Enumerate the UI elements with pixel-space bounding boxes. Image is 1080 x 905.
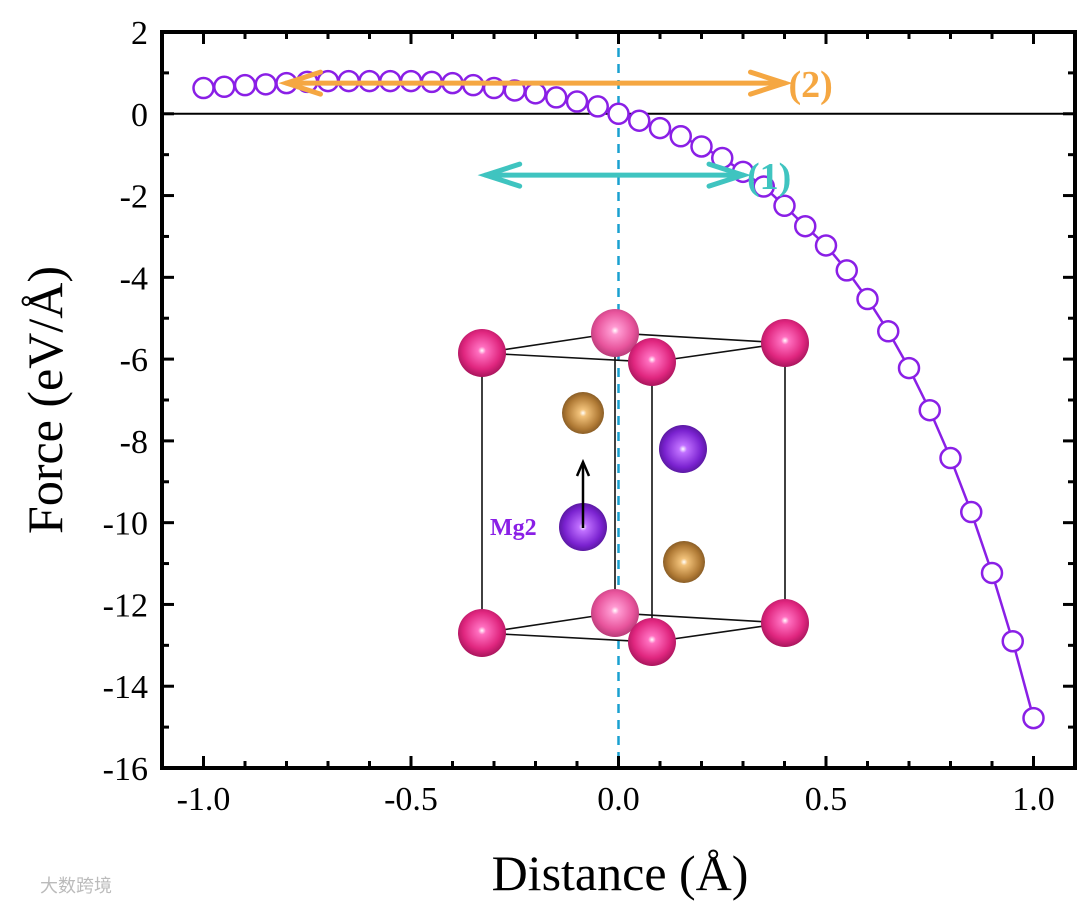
x-tick-label: 0.0 bbox=[597, 781, 640, 818]
data-point bbox=[1022, 706, 1045, 730]
data-point bbox=[752, 175, 775, 198]
y-tick-label: -10 bbox=[103, 506, 148, 543]
x-tick-label: 1.0 bbox=[1012, 781, 1055, 818]
x-tick-label: 0.5 bbox=[805, 781, 848, 818]
atom-brown bbox=[663, 541, 705, 583]
data-point bbox=[254, 73, 277, 96]
y-tick-label: -8 bbox=[120, 424, 148, 461]
data-point bbox=[835, 259, 858, 282]
mg2-label: Mg2 bbox=[490, 515, 537, 541]
data-point bbox=[628, 109, 651, 132]
arrow-head-right bbox=[748, 69, 793, 97]
data-point bbox=[565, 90, 589, 113]
x-tick-label: -0.5 bbox=[384, 781, 438, 818]
crystal-structure-inset: Mg2 bbox=[458, 309, 809, 666]
data-point bbox=[648, 116, 672, 140]
y-tick-label: -12 bbox=[103, 587, 148, 624]
y-tick-label: -4 bbox=[120, 260, 148, 297]
data-point bbox=[669, 125, 692, 148]
atom-pink bbox=[761, 319, 809, 367]
y-axis-label: Force (eV/Å) bbox=[17, 266, 73, 534]
annotation-arrow bbox=[477, 161, 752, 189]
data-point bbox=[586, 95, 609, 118]
arrow-head-right bbox=[706, 161, 752, 189]
data-point bbox=[524, 82, 547, 105]
y-tick-label: 2 bbox=[131, 15, 148, 52]
data-point bbox=[545, 86, 568, 109]
atom-pink bbox=[591, 309, 639, 357]
data-point bbox=[856, 287, 879, 311]
atom-pink bbox=[761, 599, 809, 647]
atom-pink bbox=[458, 609, 506, 657]
annotation-arrow bbox=[278, 69, 793, 97]
x-axis-label: Distance (Å) bbox=[492, 845, 749, 901]
atom-pink bbox=[458, 329, 506, 377]
unit-cell-edges bbox=[481, 332, 786, 643]
y-tick-label: -16 bbox=[103, 751, 148, 788]
y-tick-label: -6 bbox=[120, 342, 148, 379]
atom-brown bbox=[562, 392, 604, 434]
data-point bbox=[794, 214, 817, 238]
data-point bbox=[213, 75, 236, 99]
atom-pink bbox=[628, 618, 676, 666]
data-point bbox=[918, 398, 941, 422]
y-tick-label: 0 bbox=[131, 97, 148, 134]
arrow-head-left bbox=[477, 161, 523, 189]
axes: -1.0 -0.5 0.0 0.5 1.0 2 0 -2 -4 -6 -8 -10 -12 -14 -16 bbox=[103, 15, 1077, 818]
y-tick-label: -14 bbox=[103, 669, 148, 706]
annotation-label: (1) bbox=[747, 156, 791, 198]
data-point bbox=[877, 320, 900, 343]
plot-marks: (2) (1) bbox=[192, 64, 1045, 730]
data-point bbox=[980, 561, 1004, 585]
watermark: 大数跨境 bbox=[40, 876, 112, 897]
data-point bbox=[607, 102, 630, 126]
displacement-arrow bbox=[575, 458, 591, 528]
data-point bbox=[939, 446, 962, 470]
data-point bbox=[690, 135, 713, 158]
annotation-label: (2) bbox=[789, 64, 833, 106]
data-point bbox=[233, 73, 257, 97]
arrow-head-left bbox=[278, 69, 323, 97]
data-point bbox=[960, 500, 983, 524]
data-point bbox=[773, 194, 796, 218]
data-point bbox=[897, 356, 921, 380]
atom-pink bbox=[591, 589, 639, 637]
data-point bbox=[1001, 629, 1024, 653]
y-tick-label: -2 bbox=[120, 179, 148, 216]
atom-purple bbox=[659, 425, 707, 473]
atom-pink bbox=[628, 338, 676, 386]
data-point bbox=[192, 76, 215, 100]
x-tick-label: -1.0 bbox=[177, 781, 231, 818]
data-point bbox=[814, 234, 838, 257]
